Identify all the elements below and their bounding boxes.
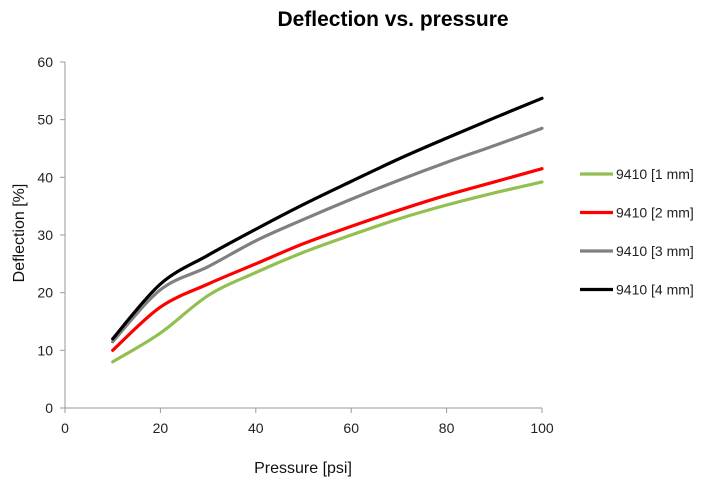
- legend-item: 9410 [2 mm]: [580, 205, 694, 221]
- x-tick-label: 20: [153, 420, 169, 436]
- series-group: [111, 96, 544, 364]
- x-tick-label: 0: [61, 420, 69, 436]
- legend-label: 9410 [4 mm]: [616, 282, 694, 298]
- y-tick-label: 20: [37, 285, 53, 301]
- y-tick-label: 50: [37, 112, 53, 128]
- x-tick-label: 60: [343, 420, 359, 436]
- y-tick-label: 0: [45, 400, 53, 416]
- legend-item: 9410 [1 mm]: [580, 166, 694, 182]
- series-line-3: [111, 126, 544, 344]
- series-line-2: [111, 167, 544, 352]
- series-line-1: [111, 180, 544, 364]
- y-tick-label: 10: [37, 342, 53, 358]
- x-tick-label: 40: [248, 420, 264, 436]
- axes: 0 10 20 30 40 50 60 0 20 40 60 80 100: [37, 54, 553, 436]
- x-tick-label: 80: [439, 420, 455, 436]
- chart-title: Deflection vs. pressure: [277, 8, 508, 31]
- legend-label: 9410 [1 mm]: [616, 166, 694, 182]
- y-axis-label: Deflection [%]: [11, 184, 28, 283]
- legend-item: 9410 [3 mm]: [580, 243, 694, 259]
- legend-label: 9410 [2 mm]: [616, 205, 694, 221]
- y-tick-label: 60: [37, 54, 53, 70]
- y-tick-label: 30: [37, 227, 53, 243]
- legend-item: 9410 [4 mm]: [580, 282, 694, 298]
- series-line-4: [111, 96, 544, 341]
- legend: 9410 [1 mm] 9410 [2 mm] 9410 [3 mm] 9410 [4…: [580, 166, 694, 298]
- x-tick-label: 100: [530, 420, 554, 436]
- y-tick-label: 40: [37, 169, 53, 185]
- x-axis-label: Pressure [psi]: [254, 460, 352, 477]
- legend-label: 9410 [3 mm]: [616, 243, 694, 259]
